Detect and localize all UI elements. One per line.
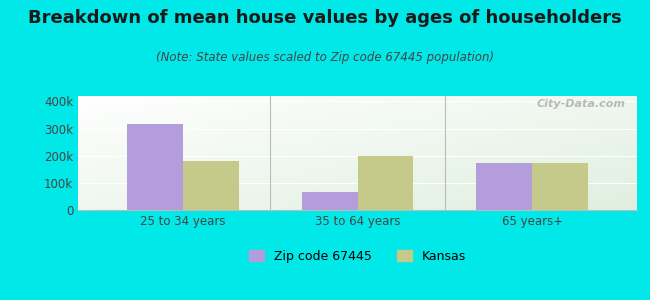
Text: Breakdown of mean house values by ages of householders: Breakdown of mean house values by ages o… <box>28 9 622 27</box>
Bar <box>127 124 183 210</box>
Text: City-Data.com: City-Data.com <box>537 99 626 110</box>
Bar <box>476 163 532 210</box>
Bar <box>183 161 239 210</box>
Text: (Note: State values scaled to Zip code 67445 population): (Note: State values scaled to Zip code 6… <box>156 51 494 64</box>
Legend: Zip code 67445, Kansas: Zip code 67445, Kansas <box>249 250 466 263</box>
Bar <box>302 191 358 210</box>
Bar <box>532 163 588 210</box>
Bar <box>358 156 413 210</box>
